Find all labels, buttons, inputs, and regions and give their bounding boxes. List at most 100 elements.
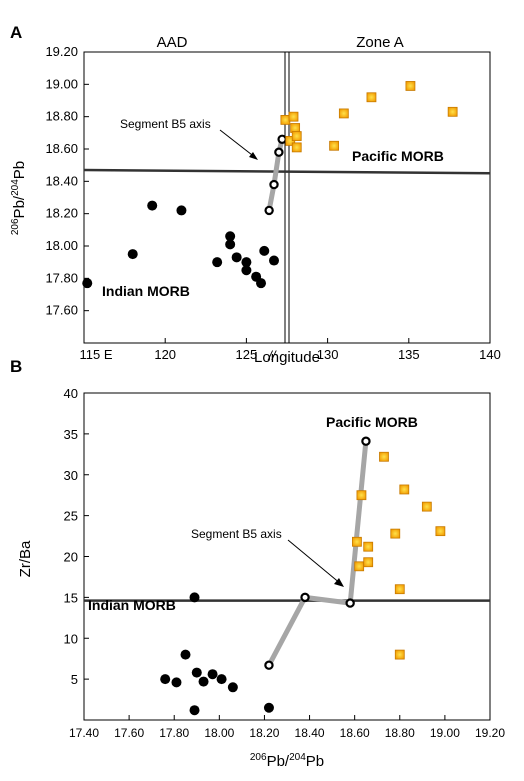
panel-a-x-ticks: 115 E 120 125 130 135 140 bbox=[79, 338, 501, 362]
region-label-zone-a: Zone A bbox=[356, 34, 404, 51]
panel-a-point-filled-circle-2 bbox=[147, 200, 158, 211]
panel-b-point-square-4 bbox=[363, 557, 374, 568]
panel-a-y-tick-label-3: 18.20 bbox=[45, 206, 78, 221]
panel-b-x-tick-label-9: 19.20 bbox=[475, 726, 505, 740]
panel-b-point-filled-circle-6 bbox=[207, 669, 218, 680]
panel-b-point-open-circle-1 bbox=[300, 592, 310, 603]
panel-a-point-square-7 bbox=[338, 108, 349, 119]
panel-a-annotation-pacific: Pacific MORB bbox=[352, 148, 444, 164]
panel-b-x-tick-label-6: 18.60 bbox=[340, 726, 370, 740]
panel-b-point-filled-circle-3 bbox=[189, 592, 200, 603]
panel-a-point-square-5 bbox=[291, 142, 302, 153]
panel-b-point-square-0 bbox=[352, 536, 362, 547]
panel-a-point-open-circle-1 bbox=[269, 179, 279, 190]
panel-b-x-tick-label-0: 17.40 bbox=[69, 726, 99, 740]
panel-a-annotation-segment: Segment B5 axis bbox=[120, 117, 211, 131]
panel-a-y-tick-label-8: 19.20 bbox=[45, 44, 78, 59]
panel-a-point-square-8 bbox=[366, 92, 377, 103]
panel-a-point-square-0 bbox=[280, 115, 291, 125]
panel-a-point-square-2 bbox=[288, 111, 299, 122]
panel-b-x-ticks: 17.40 17.60 17.80 18.00 18.20 18.40 18.60 18.80… bbox=[69, 715, 505, 740]
panel-b-y-tick-label-7: 40 bbox=[64, 386, 78, 401]
panel-a-data-points bbox=[82, 81, 458, 289]
panel-b-y-tick-label-0: 5 bbox=[71, 672, 78, 687]
panel-a-point-open-circle-2 bbox=[274, 147, 284, 157]
panel-a-x-tick-label-5: 140 bbox=[479, 347, 501, 362]
panel-b-point-filled-circle-4 bbox=[191, 667, 202, 678]
panel-b-plot-frame bbox=[83, 392, 491, 721]
panel-a-x-tick-label-4: 135 bbox=[398, 347, 420, 362]
panel-b-point-square-9 bbox=[399, 484, 410, 495]
panel-a-point-square-4 bbox=[291, 131, 302, 141]
panel-a-x-tick-label-3: 130 bbox=[317, 347, 339, 362]
panel-a-plot-frame bbox=[83, 51, 491, 344]
panel-a-y-tick-label-7: 19.00 bbox=[45, 76, 78, 91]
panel-b-point-open-circle-0 bbox=[264, 660, 274, 670]
panel-b-point-square-10 bbox=[421, 501, 432, 512]
panel-b-point-square-11 bbox=[435, 526, 446, 537]
panel-a-point-filled-circle-13 bbox=[269, 255, 280, 266]
panel-b-y-tick-label-5: 30 bbox=[64, 468, 78, 483]
panel-a-separator bbox=[284, 52, 290, 343]
panel-b-x-tick-label-2: 17.80 bbox=[159, 726, 189, 740]
panel-b-point-filled-circle-5 bbox=[198, 676, 209, 687]
panel-a-point-filled-circle-1 bbox=[127, 249, 138, 260]
panel-a-point-square-3 bbox=[290, 123, 301, 133]
panel-a-y-tick-label-5: 18.60 bbox=[45, 141, 78, 156]
panel-a-x-axis-label: Longitude bbox=[254, 349, 320, 366]
panel-b-x-tick-label-1: 17.60 bbox=[114, 726, 144, 740]
panel-b-x-tick-label-5: 18.40 bbox=[295, 726, 325, 740]
panel-a-y-tick-label-1: 17.80 bbox=[45, 270, 78, 285]
panel-b-point-filled-circle-1 bbox=[171, 677, 182, 688]
panel-b-y-ticks: 5 10 15 20 25 30 35 40 bbox=[64, 386, 89, 687]
panel-b-x-tick-label-8: 19.00 bbox=[430, 726, 460, 740]
panel-b-point-square-7 bbox=[394, 584, 405, 595]
panel-a-x-tick-label-1: 120 bbox=[154, 347, 176, 362]
panel-b-point-open-circle-2 bbox=[345, 598, 355, 608]
panel-a-annotation-indian: Indian MORB bbox=[102, 283, 190, 299]
panel-b-y-tick-label-4: 25 bbox=[64, 509, 78, 524]
panel-a-point-filled-circle-0 bbox=[82, 278, 93, 289]
panel-b-point-open-circle-3 bbox=[361, 436, 371, 446]
panel-a-point-open-circle-3 bbox=[277, 134, 287, 144]
panel-a-point-filled-circle-11 bbox=[256, 278, 267, 289]
panel-a-point-filled-circle-8 bbox=[241, 257, 252, 268]
panel-b-point-square-6 bbox=[390, 528, 401, 539]
panel-a-point-open-circle-0 bbox=[264, 205, 274, 216]
panel-b-point-square-3 bbox=[363, 541, 374, 552]
panel-b-data-points bbox=[160, 436, 446, 716]
panel-b-y-tick-label-2: 15 bbox=[64, 590, 78, 605]
panel-b-point-square-5 bbox=[379, 451, 389, 462]
panel-a-axis-break: // bbox=[267, 348, 277, 363]
panel-a-point-filled-circle-4 bbox=[212, 257, 223, 268]
panel-b-segment-trace bbox=[266, 440, 369, 667]
panel-a-y-axis-label: 206Pb/204Pb bbox=[10, 161, 28, 235]
panel-a-point-square-9 bbox=[405, 81, 416, 91]
panel-a-segment-trace bbox=[266, 138, 285, 211]
panel-b-annotation-indian: Indian MORB bbox=[88, 597, 176, 613]
panel-a-x-tick-label-2: 125 bbox=[236, 347, 258, 362]
panel-b-point-filled-circle-9 bbox=[189, 705, 200, 716]
panel-a-annotation-arrow bbox=[219, 129, 257, 159]
panel-b-point-filled-circle-0 bbox=[160, 674, 171, 685]
panel-a-point-filled-circle-5 bbox=[225, 231, 236, 242]
panel-b-y-tick-label-6: 35 bbox=[64, 427, 78, 442]
panel-b-x-axis-label: 206Pb/204Pb bbox=[250, 752, 324, 770]
panel-a-point-filled-circle-7 bbox=[231, 252, 242, 263]
panel-a-arrowhead bbox=[249, 152, 258, 160]
panel-a-point-filled-circle-3 bbox=[176, 205, 187, 216]
panel-b-y-tick-label-3: 20 bbox=[64, 550, 78, 565]
panel-a-y-tick-label-2: 18.00 bbox=[45, 238, 78, 253]
panel-b-arrowhead bbox=[334, 578, 344, 587]
panel-a-y-tick-label-4: 18.40 bbox=[45, 173, 78, 188]
panel-b-label: B bbox=[10, 357, 22, 376]
panel-b-point-filled-circle-7 bbox=[216, 674, 227, 685]
panel-b-y-axis-label: Zr/Ba bbox=[17, 540, 34, 577]
panel-a-label: A bbox=[10, 23, 22, 42]
region-label-aad: AAD bbox=[157, 34, 188, 51]
panel-a-point-filled-circle-12 bbox=[259, 245, 270, 256]
panel-b-y-tick-label-1: 10 bbox=[64, 631, 78, 646]
panel-a-divider-line bbox=[83, 168, 491, 175]
panel-b-x-tick-label-3: 18.00 bbox=[204, 726, 234, 740]
panel-b-point-filled-circle-8 bbox=[227, 682, 238, 693]
